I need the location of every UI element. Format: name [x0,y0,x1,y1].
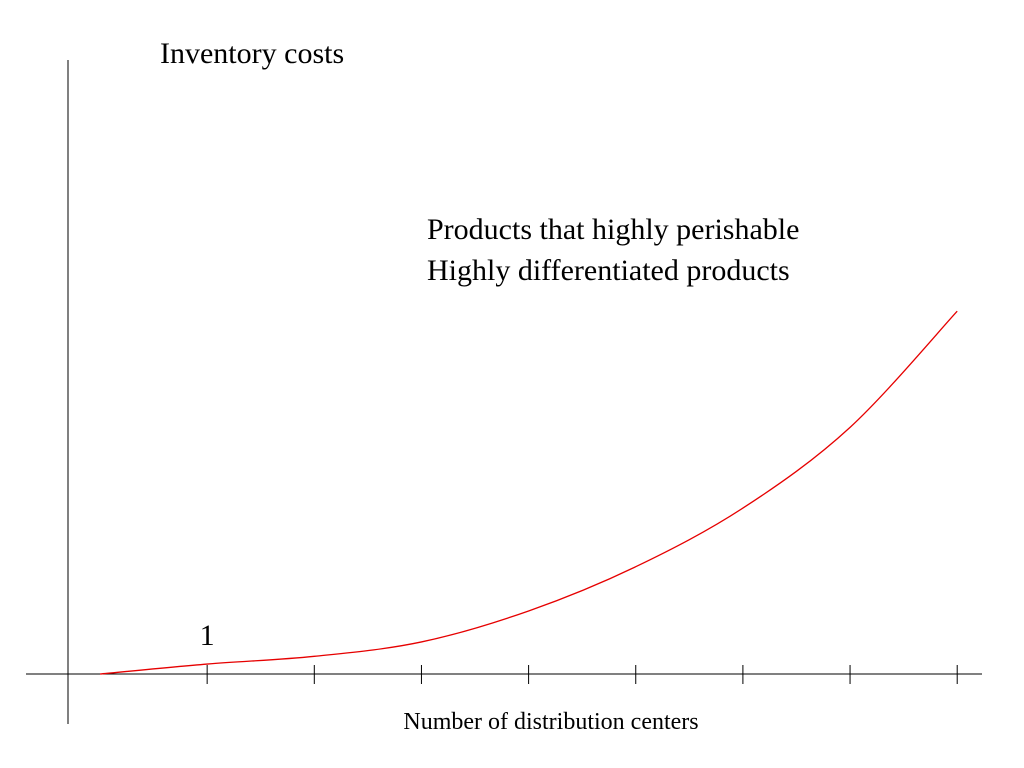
x-axis-label: Number of distribution centers [403,709,698,735]
annotation-differentiated: Highly differentiated products [427,254,790,287]
x-axis-ticks [206,665,958,684]
x-tick-label-1: 1 [200,619,215,652]
y-axis-label: Inventory costs [160,37,344,70]
annotation-perishable: Products that highly perishable [427,213,799,246]
series-line-0 [99,310,958,675]
series-group [99,310,958,675]
tick-labels: 1 [200,619,215,652]
